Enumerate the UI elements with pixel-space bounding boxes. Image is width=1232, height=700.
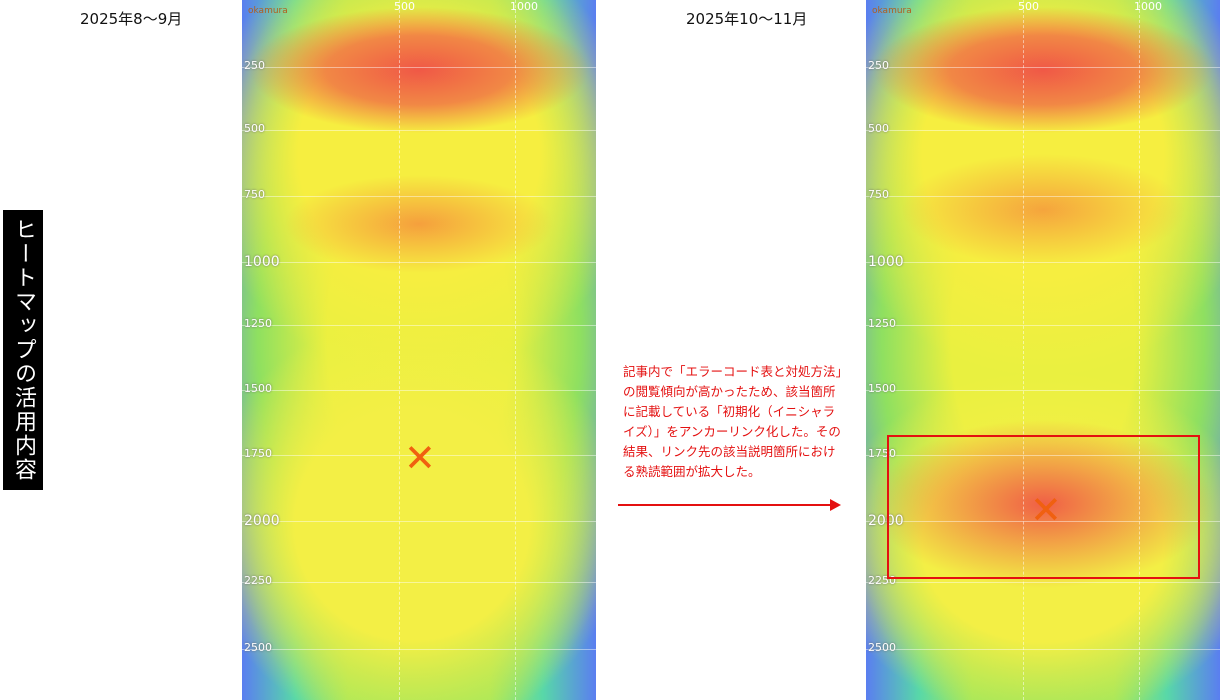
y-tick: 250	[244, 59, 265, 72]
grid-line	[242, 649, 596, 650]
y-tick: 1500	[244, 382, 272, 395]
grid-line	[866, 455, 1220, 456]
x-tick: 500	[1018, 0, 1039, 13]
heatmap-before: okamura 500 1000 250 500 750 1000 1250 1500 1750 2…	[242, 0, 596, 700]
arrow-line	[618, 504, 830, 506]
grid-line	[242, 325, 596, 326]
y-tick: 1000	[244, 254, 280, 270]
grid-line	[866, 67, 1220, 68]
y-tick: 1500	[868, 382, 896, 395]
period-label-right: 2025年10〜11月	[686, 10, 808, 28]
grid-line	[242, 262, 596, 263]
grid-line	[866, 582, 1220, 583]
y-tick: 1250	[244, 317, 272, 330]
y-tick: 2500	[244, 641, 272, 654]
grid-line	[242, 455, 596, 456]
grid-line	[866, 130, 1220, 131]
grid-line	[866, 325, 1220, 326]
grid-line	[242, 130, 596, 131]
grid-line	[1023, 0, 1024, 700]
grid-line	[866, 390, 1220, 391]
grid-line	[242, 390, 596, 391]
y-tick: 2500	[868, 641, 896, 654]
x-tick: 1000	[510, 0, 538, 13]
y-tick: 2000	[868, 513, 904, 529]
y-tick: 2250	[244, 574, 272, 587]
side-label: ヒートマップの活用内容	[3, 210, 43, 490]
y-tick: 1000	[868, 254, 904, 270]
grid-line	[242, 521, 596, 522]
cross-icon: ✕	[1030, 488, 1062, 532]
okamura-logo: okamura	[248, 6, 288, 16]
grid-line	[1139, 0, 1140, 700]
y-tick: 1750	[868, 447, 896, 460]
y-tick: 750	[868, 188, 889, 201]
grid-line	[242, 582, 596, 583]
arrow-right-icon	[830, 499, 841, 511]
y-tick: 250	[868, 59, 889, 72]
highlight-box	[887, 435, 1200, 579]
grid-line	[399, 0, 400, 700]
y-tick: 2000	[244, 513, 280, 529]
x-tick: 500	[394, 0, 415, 13]
grid-line	[866, 196, 1220, 197]
grid-line	[515, 0, 516, 700]
annotation-text: 記事内で「エラーコード表と対処方法」の閲覧傾向が高かったため、該当箇所に記載して…	[623, 364, 842, 479]
y-tick: 1750	[244, 447, 272, 460]
grid-line	[242, 196, 596, 197]
grid-line	[866, 521, 1220, 522]
y-tick: 750	[244, 188, 265, 201]
okamura-logo: okamura	[872, 6, 912, 16]
x-tick: 1000	[1134, 0, 1162, 13]
y-tick: 500	[244, 122, 265, 135]
y-tick: 1250	[868, 317, 896, 330]
grid-line	[866, 262, 1220, 263]
grid-line	[242, 67, 596, 68]
period-label-left: 2025年8〜9月	[80, 10, 183, 28]
cross-icon: ✕	[404, 436, 436, 480]
y-tick: 500	[868, 122, 889, 135]
grid-line	[866, 649, 1220, 650]
heatmap-after: okamura 500 1000 250 500 750 1000 1250 1500 1750 2…	[866, 0, 1220, 700]
